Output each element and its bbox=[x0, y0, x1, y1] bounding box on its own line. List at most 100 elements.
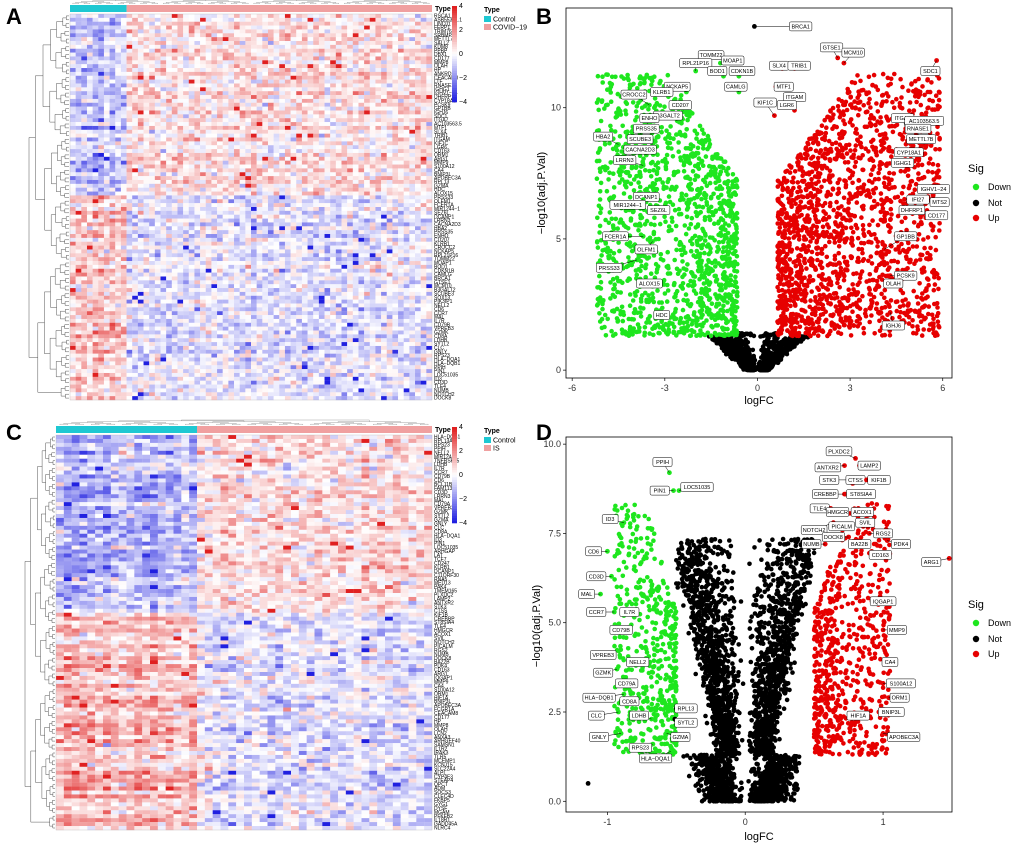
heatmap-cell bbox=[364, 242, 370, 246]
heatmap-cell bbox=[183, 234, 189, 238]
heatmap-cell bbox=[404, 161, 410, 165]
heatmap-cell bbox=[398, 172, 404, 176]
heatmap-cell bbox=[404, 134, 410, 138]
heatmap-cell bbox=[404, 95, 410, 99]
heatmap-cell bbox=[268, 203, 274, 207]
heatmap-cell bbox=[387, 203, 393, 207]
heatmap-cell bbox=[87, 234, 93, 238]
heatmap-cell bbox=[381, 311, 387, 315]
heatmap-cell bbox=[228, 107, 234, 111]
heatmap-cell bbox=[115, 33, 121, 37]
heatmap-cell bbox=[223, 203, 229, 207]
heatmap-cell bbox=[115, 307, 121, 311]
heatmap-cell bbox=[375, 49, 381, 53]
heatmap-cell bbox=[144, 87, 150, 91]
heatmap-cell bbox=[364, 126, 370, 130]
heatmap-cell bbox=[240, 14, 246, 18]
heatmap-cell bbox=[70, 118, 76, 122]
heatmap-cell bbox=[404, 72, 410, 76]
heatmap-cell bbox=[194, 157, 200, 161]
heatmap-cell bbox=[87, 249, 93, 253]
heatmap-cell bbox=[200, 304, 206, 308]
heatmap-cell bbox=[313, 234, 319, 238]
heatmap-cell bbox=[308, 238, 314, 242]
heatmap-cell bbox=[200, 276, 206, 280]
heatmap-cell bbox=[415, 288, 421, 292]
heatmap-cell bbox=[387, 296, 393, 300]
heatmap-cell bbox=[189, 261, 195, 265]
heatmap-cell bbox=[245, 45, 251, 49]
heatmap-cell bbox=[404, 246, 410, 250]
heatmap-cell bbox=[409, 176, 415, 180]
heatmap-cell bbox=[330, 195, 336, 199]
heatmap-cell bbox=[87, 26, 93, 30]
heatmap-cell bbox=[166, 269, 172, 273]
heatmap-cell bbox=[155, 257, 161, 261]
heatmap-cell bbox=[149, 219, 155, 223]
heatmap-cell bbox=[161, 153, 167, 157]
heatmap-cell bbox=[257, 45, 263, 49]
heatmap-cell bbox=[172, 284, 178, 288]
heatmap-cell bbox=[370, 134, 376, 138]
heatmap-cell bbox=[110, 180, 116, 184]
heatmap-cell bbox=[144, 111, 150, 115]
heatmap-cell bbox=[387, 304, 393, 308]
heatmap-cell bbox=[353, 161, 359, 165]
heatmap-cell bbox=[149, 226, 155, 230]
heatmap-cell bbox=[200, 234, 206, 238]
heatmap-cell bbox=[342, 269, 348, 273]
heatmap-cell bbox=[228, 288, 234, 292]
heatmap-cell bbox=[245, 284, 251, 288]
heatmap-cell bbox=[251, 168, 257, 172]
heatmap-cell bbox=[319, 280, 325, 284]
heatmap-cell bbox=[81, 103, 87, 107]
heatmap-cell bbox=[319, 83, 325, 87]
heatmap-cell bbox=[364, 37, 370, 41]
heatmap-cell bbox=[370, 300, 376, 304]
heatmap-cell bbox=[285, 145, 291, 149]
heatmap-cell bbox=[274, 261, 280, 265]
heatmap-cell bbox=[313, 215, 319, 219]
heatmap-cell bbox=[149, 122, 155, 126]
heatmap-cell bbox=[426, 249, 432, 253]
heatmap-cell bbox=[353, 141, 359, 145]
heatmap-cell bbox=[76, 311, 82, 315]
heatmap-cell bbox=[200, 33, 206, 37]
heatmap-cell bbox=[421, 29, 427, 33]
heatmap-cell bbox=[308, 311, 314, 315]
heatmap-cell bbox=[194, 292, 200, 296]
heatmap-cell bbox=[155, 280, 161, 284]
heatmap-cell bbox=[262, 311, 268, 315]
heatmap-cell bbox=[319, 226, 325, 230]
heatmap-cell bbox=[70, 83, 76, 87]
heatmap-cell bbox=[308, 257, 314, 261]
heatmap-cell bbox=[240, 246, 246, 250]
heatmap-cell bbox=[132, 83, 138, 87]
heatmap-cell bbox=[421, 253, 427, 257]
heatmap-cell bbox=[387, 22, 393, 26]
heatmap-cell bbox=[308, 249, 314, 253]
heatmap-cell bbox=[409, 304, 415, 308]
heatmap-cell bbox=[319, 26, 325, 30]
heatmap-cell bbox=[104, 269, 110, 273]
heatmap-cell bbox=[172, 222, 178, 226]
heatmap-cell bbox=[115, 215, 121, 219]
heatmap-cell bbox=[302, 68, 308, 72]
heatmap-cell bbox=[87, 134, 93, 138]
heatmap-cell bbox=[370, 95, 376, 99]
heatmap-cell bbox=[234, 80, 240, 84]
heatmap-cell bbox=[70, 14, 76, 18]
heatmap-cell bbox=[87, 118, 93, 122]
heatmap-cell bbox=[144, 18, 150, 22]
heatmap-cell bbox=[392, 111, 398, 115]
heatmap-cell bbox=[302, 118, 308, 122]
heatmap-cell bbox=[291, 134, 297, 138]
heatmap-cell bbox=[132, 165, 138, 169]
heatmap-cell bbox=[245, 118, 251, 122]
heatmap-cell bbox=[194, 122, 200, 126]
heatmap-cell bbox=[200, 64, 206, 68]
heatmap-cell bbox=[132, 176, 138, 180]
heatmap-cell bbox=[364, 276, 370, 280]
heatmap-cell bbox=[404, 14, 410, 18]
heatmap-cell bbox=[404, 141, 410, 145]
